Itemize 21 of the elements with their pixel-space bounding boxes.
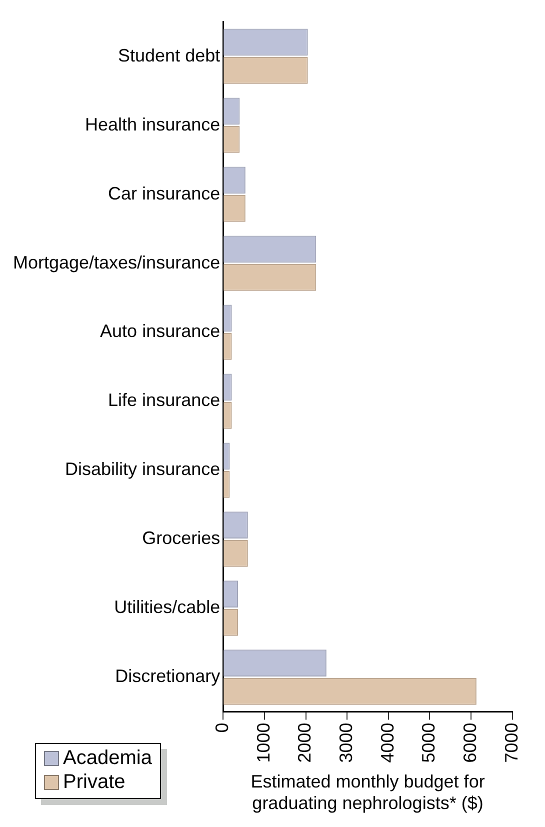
y-tick-label: Auto insurance — [100, 321, 220, 342]
x-tick-label: 1000 — [253, 722, 274, 763]
y-tick-label: Discretionary — [115, 666, 220, 686]
y-tick-label: Groceries — [142, 528, 220, 548]
x-tick-label: 0 — [212, 722, 232, 733]
legend-label: Private — [63, 770, 126, 794]
y-tick-label: Health insurance — [85, 114, 220, 134]
legend-label: Academia — [63, 746, 152, 770]
y-tick-label: Student debt — [118, 45, 220, 66]
x-axis-title: Estimated monthly budget for graduating nephrologists* ($) — [250, 772, 485, 814]
y-tick-label: Car insurance — [108, 183, 220, 204]
y-tick-label: Life insurance — [108, 390, 220, 410]
y-tick-label: Utilities/cable — [114, 597, 220, 618]
x-tick-label: 2000 — [294, 722, 315, 763]
x-tick-label: 6000 — [460, 722, 480, 763]
x-tick-label: 3000 — [336, 722, 356, 763]
y-tick-label: Mortgage/taxes/insurance — [12, 252, 220, 272]
x-tick-label: 5000 — [418, 722, 439, 763]
y-tick-label: Disability insurance — [65, 459, 220, 480]
x-tick-label: 4000 — [377, 722, 398, 763]
x-tick-label: 7000 — [501, 722, 522, 763]
